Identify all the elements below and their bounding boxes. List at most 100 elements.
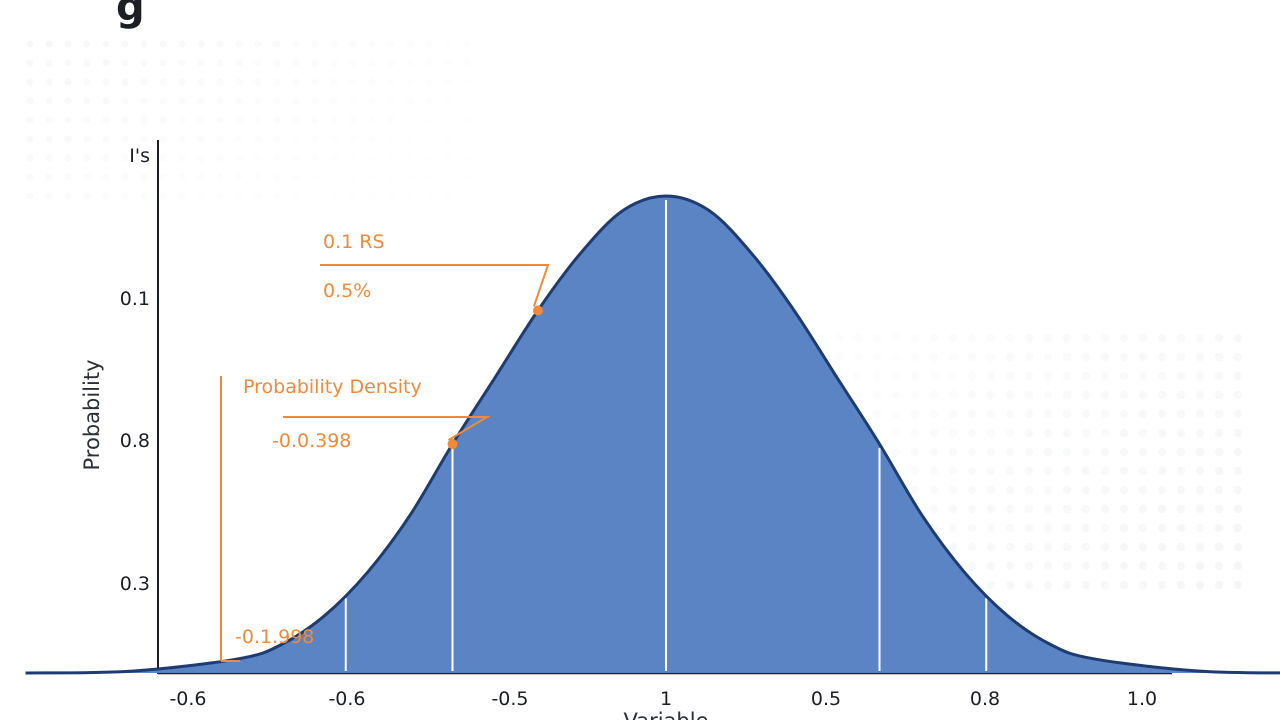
background-dot bbox=[292, 192, 299, 199]
background-dot bbox=[929, 333, 939, 343]
background-dot bbox=[986, 333, 996, 343]
background-dot bbox=[1138, 333, 1148, 343]
background-dot bbox=[387, 116, 394, 123]
background-dot bbox=[121, 135, 129, 143]
background-dot bbox=[254, 154, 262, 162]
background-dot bbox=[45, 97, 53, 105]
background-dot bbox=[444, 135, 451, 142]
background-dot bbox=[368, 97, 376, 105]
background-dot bbox=[1062, 390, 1072, 400]
background-dot bbox=[1195, 523, 1205, 533]
background-dot bbox=[1005, 390, 1015, 400]
background-dot bbox=[986, 409, 996, 419]
background-dot bbox=[83, 154, 91, 162]
background-dot bbox=[387, 135, 394, 142]
background-dot bbox=[1119, 504, 1129, 514]
background-dot bbox=[1081, 447, 1091, 457]
background-dot bbox=[425, 59, 433, 67]
background-dot bbox=[1043, 561, 1053, 571]
background-dot bbox=[178, 154, 186, 162]
y-tick-labels: I's 0.1 0.8 0.3 bbox=[120, 145, 150, 595]
background-dot bbox=[444, 192, 451, 199]
background-dot bbox=[1081, 561, 1091, 571]
background-dot bbox=[1233, 523, 1243, 533]
background-dot bbox=[1195, 333, 1205, 343]
background-dot bbox=[121, 192, 129, 200]
background-dot bbox=[102, 192, 110, 200]
background-dot bbox=[910, 371, 920, 381]
annotations: 0.1 RS 0.5% Probability Density -0.0.398… bbox=[220, 231, 550, 662]
background-dot bbox=[140, 116, 148, 124]
background-dot bbox=[463, 135, 470, 142]
background-dot bbox=[910, 352, 920, 362]
background-dot bbox=[1043, 504, 1053, 514]
background-dot bbox=[1176, 523, 1186, 533]
background-dot bbox=[1214, 352, 1224, 362]
background-dot bbox=[1024, 580, 1034, 590]
background-dot bbox=[1214, 390, 1224, 400]
background-dot bbox=[140, 40, 148, 48]
background-dot bbox=[1157, 504, 1167, 514]
background-dot bbox=[292, 116, 300, 124]
background-dot bbox=[463, 78, 470, 85]
background-dot bbox=[1024, 561, 1034, 571]
background-dot bbox=[1043, 523, 1053, 533]
background-dot bbox=[349, 97, 357, 105]
background-dot bbox=[1157, 561, 1167, 571]
background-dot bbox=[1043, 542, 1053, 552]
background-dot bbox=[1043, 580, 1053, 590]
background-dot bbox=[891, 333, 901, 343]
background-dot bbox=[929, 485, 939, 495]
background-dot bbox=[1081, 466, 1091, 476]
background-dot bbox=[967, 390, 977, 400]
background-dot bbox=[349, 192, 356, 199]
annotation-1-value: 0.5% bbox=[323, 280, 371, 302]
background-dot bbox=[986, 542, 996, 552]
background-dot bbox=[967, 447, 977, 457]
background-dot bbox=[1119, 390, 1129, 400]
background-dot bbox=[1214, 580, 1224, 590]
background-dot bbox=[311, 40, 319, 48]
background-dot bbox=[216, 97, 224, 105]
background-dot bbox=[1119, 371, 1129, 381]
background-dot bbox=[254, 173, 262, 181]
background-dot bbox=[406, 40, 414, 48]
background-dot bbox=[311, 116, 319, 124]
background-dot bbox=[26, 192, 34, 200]
background-dot bbox=[1195, 580, 1205, 590]
background-dot bbox=[64, 154, 72, 162]
background-dot bbox=[368, 116, 375, 123]
background-dot bbox=[986, 561, 996, 571]
background-dot bbox=[1138, 390, 1148, 400]
background-dot bbox=[273, 135, 281, 143]
background-dot bbox=[891, 352, 901, 362]
background-dot bbox=[444, 97, 451, 104]
background-dot bbox=[444, 59, 452, 67]
background-dot bbox=[1062, 523, 1072, 533]
background-dot bbox=[986, 523, 996, 533]
background-dot bbox=[406, 97, 413, 104]
background-dot bbox=[1100, 447, 1110, 457]
background-dot bbox=[1195, 447, 1205, 457]
background-dot bbox=[26, 59, 34, 67]
background-dot bbox=[292, 40, 300, 48]
background-dot bbox=[1233, 390, 1243, 400]
background-dot bbox=[26, 135, 34, 143]
background-dot bbox=[1233, 428, 1243, 438]
background-dot bbox=[948, 352, 958, 362]
background-dot bbox=[463, 40, 471, 48]
background-dot bbox=[1024, 523, 1034, 533]
background-dot bbox=[1119, 580, 1129, 590]
background-dot bbox=[1195, 428, 1205, 438]
background-dot bbox=[891, 447, 901, 457]
background-dot bbox=[1195, 352, 1205, 362]
background-dot bbox=[929, 409, 939, 419]
background-dot bbox=[1138, 542, 1148, 552]
background-dot bbox=[463, 173, 470, 180]
background-dot bbox=[1138, 580, 1148, 590]
background-dot bbox=[83, 59, 91, 67]
background-dot bbox=[273, 97, 281, 105]
background-dot bbox=[26, 116, 34, 124]
background-dot bbox=[463, 192, 470, 199]
background-dot bbox=[273, 173, 280, 180]
